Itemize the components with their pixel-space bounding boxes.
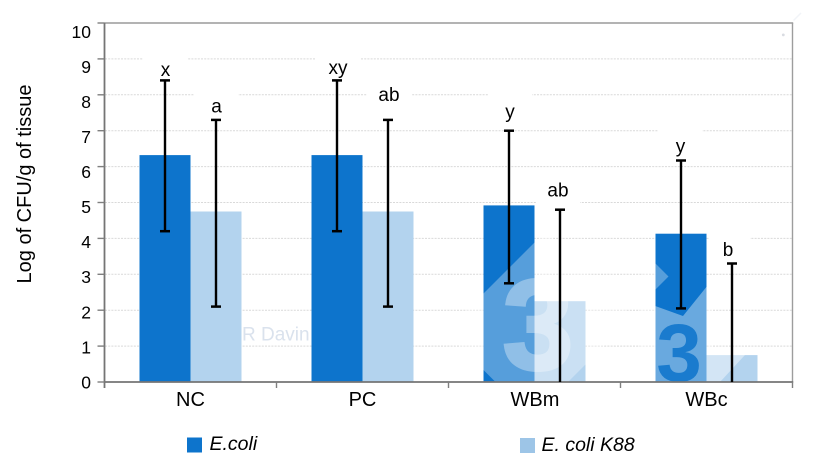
svg-text:R Davin: R Davin	[242, 325, 310, 346]
svg-text:WBc: WBc	[685, 389, 727, 411]
svg-text:E.coli: E.coli	[210, 433, 258, 455]
svg-text:6: 6	[81, 162, 91, 182]
svg-text:PC: PC	[349, 389, 377, 411]
svg-text:WBm: WBm	[511, 389, 560, 411]
svg-text:8: 8	[81, 92, 91, 112]
svg-text:5: 5	[81, 197, 91, 217]
svg-text:xy: xy	[329, 58, 349, 79]
svg-text:b: b	[723, 240, 734, 261]
svg-text:ab: ab	[547, 181, 568, 202]
svg-text:y: y	[505, 102, 515, 123]
svg-text:4: 4	[81, 232, 91, 252]
svg-text:E. coli K88: E. coli K88	[542, 434, 635, 456]
svg-text:9: 9	[81, 57, 91, 77]
svg-text:7: 7	[81, 127, 91, 147]
svg-text:Log of CFU/g of tissue: Log of CFU/g of tissue	[14, 85, 36, 284]
svg-text:a: a	[211, 97, 222, 118]
svg-text:3: 3	[502, 254, 573, 397]
svg-text:y: y	[676, 137, 686, 158]
svg-text:3: 3	[656, 308, 702, 399]
svg-text:10: 10	[72, 22, 92, 42]
svg-text:ab: ab	[378, 85, 399, 106]
svg-text:1: 1	[81, 337, 91, 357]
svg-text:0: 0	[81, 372, 91, 392]
svg-text:3: 3	[81, 267, 91, 287]
svg-text:NC: NC	[176, 389, 205, 411]
svg-text:x: x	[161, 60, 171, 81]
svg-text:2: 2	[81, 302, 91, 322]
